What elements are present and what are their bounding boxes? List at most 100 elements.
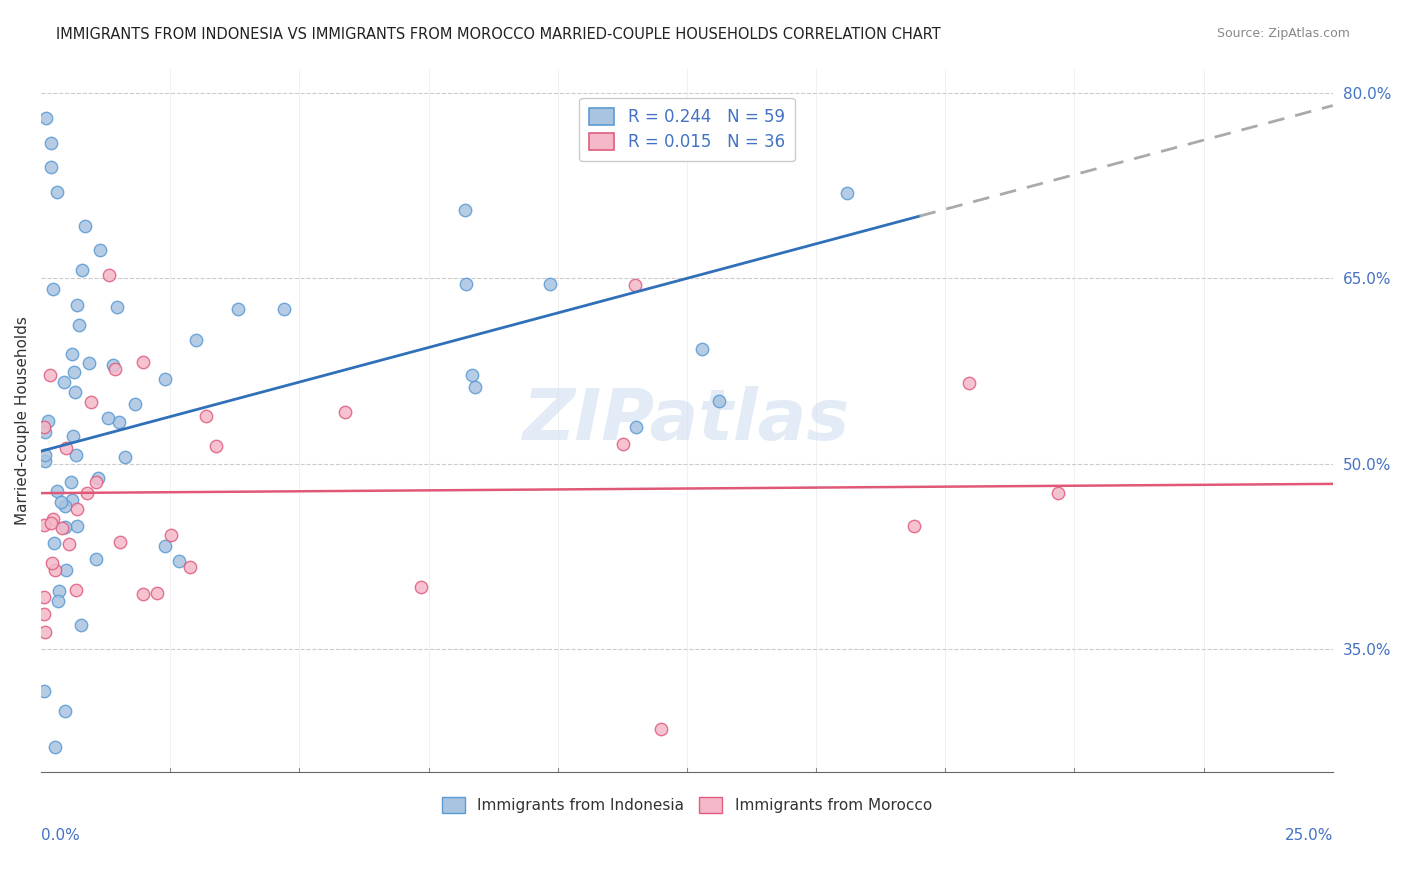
Point bbox=[114, 450, 136, 464]
Point bbox=[707, 393, 730, 408]
Point bbox=[73, 219, 96, 234]
Point bbox=[32, 517, 55, 532]
Point bbox=[41, 136, 63, 150]
Point bbox=[46, 483, 69, 498]
Point bbox=[97, 268, 120, 282]
Point bbox=[49, 495, 72, 509]
Point bbox=[32, 607, 55, 622]
Point bbox=[41, 556, 63, 570]
Point bbox=[34, 448, 56, 462]
Point bbox=[77, 356, 100, 370]
Y-axis label: Married-couple Households: Married-couple Households bbox=[15, 316, 30, 524]
Point bbox=[60, 347, 83, 361]
Point bbox=[45, 185, 67, 199]
Point bbox=[46, 594, 69, 608]
Point bbox=[32, 684, 55, 698]
Point bbox=[62, 366, 84, 380]
Point bbox=[409, 580, 432, 594]
Point bbox=[273, 301, 295, 316]
Point bbox=[62, 428, 84, 442]
Point bbox=[65, 582, 87, 597]
Point bbox=[35, 111, 58, 125]
Point bbox=[41, 161, 63, 175]
Point bbox=[32, 420, 55, 434]
Point bbox=[108, 415, 131, 429]
Point bbox=[650, 722, 672, 736]
Point bbox=[32, 590, 55, 604]
Point bbox=[957, 376, 980, 391]
Point bbox=[66, 519, 89, 533]
Point bbox=[453, 202, 475, 217]
Point bbox=[42, 536, 65, 550]
Text: Source: ZipAtlas.com: Source: ZipAtlas.com bbox=[1216, 27, 1350, 40]
Point bbox=[87, 470, 110, 484]
Point bbox=[160, 528, 183, 542]
Point bbox=[65, 448, 87, 462]
Point bbox=[39, 368, 62, 383]
Point bbox=[53, 499, 76, 513]
Point bbox=[624, 277, 647, 292]
Point bbox=[132, 354, 155, 368]
Text: ZIPatlas: ZIPatlas bbox=[523, 386, 851, 455]
Point bbox=[34, 425, 56, 439]
Point bbox=[34, 624, 56, 639]
Point bbox=[42, 282, 65, 296]
Point bbox=[55, 441, 77, 455]
Point bbox=[538, 277, 561, 292]
Point bbox=[58, 536, 80, 550]
Point bbox=[101, 358, 124, 372]
Text: 25.0%: 25.0% bbox=[1285, 828, 1333, 843]
Point bbox=[59, 475, 82, 489]
Point bbox=[1046, 486, 1069, 500]
Point bbox=[153, 372, 176, 386]
Point bbox=[179, 560, 201, 574]
Point bbox=[105, 301, 128, 315]
Point bbox=[132, 587, 155, 601]
Point bbox=[461, 368, 484, 382]
Point bbox=[169, 554, 191, 568]
Point bbox=[835, 186, 858, 201]
Point bbox=[333, 405, 356, 419]
Point bbox=[146, 586, 169, 600]
Text: IMMIGRANTS FROM INDONESIA VS IMMIGRANTS FROM MOROCCO MARRIED-COUPLE HOUSEHOLDS C: IMMIGRANTS FROM INDONESIA VS IMMIGRANTS … bbox=[56, 27, 941, 42]
Point bbox=[63, 384, 86, 399]
Point bbox=[155, 539, 177, 553]
Point bbox=[66, 501, 89, 516]
Point bbox=[612, 437, 634, 451]
Point bbox=[79, 394, 101, 409]
Point bbox=[34, 454, 56, 468]
Point bbox=[66, 298, 89, 312]
Point bbox=[67, 318, 90, 333]
Point bbox=[44, 563, 66, 577]
Point bbox=[53, 520, 76, 534]
Point bbox=[86, 552, 108, 566]
Point bbox=[52, 376, 75, 390]
Point bbox=[226, 301, 249, 316]
Point bbox=[194, 409, 217, 423]
Text: 0.0%: 0.0% bbox=[41, 828, 80, 843]
Point bbox=[690, 342, 713, 356]
Point bbox=[44, 739, 66, 754]
Point bbox=[51, 521, 73, 535]
Point bbox=[70, 263, 93, 277]
Point bbox=[205, 439, 228, 453]
Point bbox=[53, 704, 76, 718]
Point bbox=[89, 243, 111, 257]
Point bbox=[96, 410, 118, 425]
Point bbox=[37, 414, 59, 428]
Point bbox=[39, 516, 62, 531]
Point bbox=[86, 475, 108, 489]
Point bbox=[464, 379, 486, 393]
Point bbox=[124, 396, 146, 410]
Point bbox=[108, 534, 131, 549]
Legend: Immigrants from Indonesia, Immigrants from Morocco: Immigrants from Indonesia, Immigrants fr… bbox=[434, 789, 939, 821]
Point bbox=[184, 333, 207, 347]
Point bbox=[48, 583, 70, 598]
Point bbox=[903, 519, 925, 533]
Point bbox=[70, 618, 93, 632]
Point bbox=[41, 512, 63, 526]
Point bbox=[454, 277, 477, 291]
Point bbox=[60, 492, 83, 507]
Point bbox=[55, 563, 77, 577]
Point bbox=[624, 420, 647, 434]
